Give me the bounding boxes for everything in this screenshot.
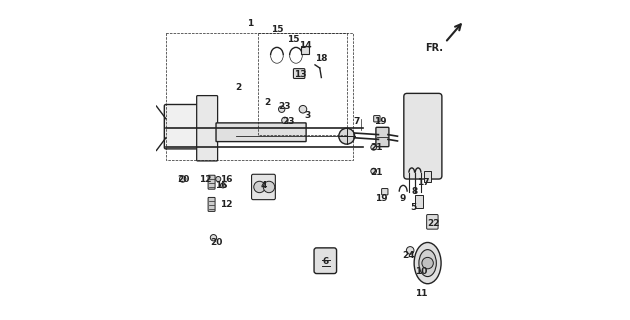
Circle shape xyxy=(339,128,355,144)
FancyBboxPatch shape xyxy=(374,116,380,122)
Text: 2: 2 xyxy=(265,99,270,108)
FancyBboxPatch shape xyxy=(427,215,438,229)
Circle shape xyxy=(220,183,226,188)
Text: 8: 8 xyxy=(412,187,418,196)
Text: 5: 5 xyxy=(410,203,416,212)
Text: 20: 20 xyxy=(177,174,190,184)
Text: 4: 4 xyxy=(261,181,267,190)
Text: 13: 13 xyxy=(294,70,307,79)
FancyBboxPatch shape xyxy=(382,188,388,195)
Circle shape xyxy=(278,106,285,112)
Text: 6: 6 xyxy=(323,257,329,266)
Circle shape xyxy=(263,181,275,193)
Circle shape xyxy=(180,176,186,182)
Text: 15: 15 xyxy=(271,25,283,35)
Text: 14: 14 xyxy=(299,41,312,50)
Circle shape xyxy=(254,181,265,193)
Circle shape xyxy=(406,247,414,254)
FancyBboxPatch shape xyxy=(251,174,275,200)
Text: 16: 16 xyxy=(215,181,227,190)
Circle shape xyxy=(422,257,433,269)
FancyBboxPatch shape xyxy=(208,175,215,189)
Text: FR.: FR. xyxy=(425,43,444,52)
Text: 12: 12 xyxy=(220,200,232,209)
FancyBboxPatch shape xyxy=(404,93,442,179)
FancyBboxPatch shape xyxy=(197,96,217,161)
Text: 10: 10 xyxy=(415,267,428,276)
Text: 17: 17 xyxy=(416,178,429,187)
Text: 15: 15 xyxy=(287,35,299,44)
Circle shape xyxy=(371,144,377,150)
FancyBboxPatch shape xyxy=(294,69,305,78)
Text: 1: 1 xyxy=(247,19,253,28)
FancyBboxPatch shape xyxy=(314,248,336,274)
Text: 9: 9 xyxy=(399,194,406,203)
Bar xyxy=(415,195,423,208)
Text: 11: 11 xyxy=(415,289,428,298)
FancyBboxPatch shape xyxy=(164,105,199,149)
FancyBboxPatch shape xyxy=(208,197,215,212)
Text: 16: 16 xyxy=(220,174,232,184)
Text: 20: 20 xyxy=(210,238,223,247)
Bar xyxy=(301,46,309,54)
Text: 22: 22 xyxy=(428,219,440,228)
Text: 19: 19 xyxy=(375,194,388,203)
Text: 21: 21 xyxy=(370,143,383,152)
Circle shape xyxy=(282,117,288,124)
FancyBboxPatch shape xyxy=(376,127,389,147)
Ellipse shape xyxy=(419,250,437,276)
Text: 21: 21 xyxy=(370,168,383,177)
Circle shape xyxy=(371,168,377,174)
Text: 19: 19 xyxy=(374,117,386,126)
Text: 23: 23 xyxy=(278,101,291,111)
Bar xyxy=(425,171,431,182)
Ellipse shape xyxy=(414,243,441,284)
Text: 3: 3 xyxy=(304,111,310,120)
Text: 18: 18 xyxy=(315,54,328,63)
Text: 7: 7 xyxy=(353,117,360,126)
Circle shape xyxy=(215,177,220,181)
FancyBboxPatch shape xyxy=(216,123,306,142)
Circle shape xyxy=(210,235,217,241)
Text: 24: 24 xyxy=(403,251,415,260)
Circle shape xyxy=(299,105,307,113)
Text: 23: 23 xyxy=(282,117,294,126)
Text: 12: 12 xyxy=(199,174,212,184)
Text: 2: 2 xyxy=(236,83,242,92)
